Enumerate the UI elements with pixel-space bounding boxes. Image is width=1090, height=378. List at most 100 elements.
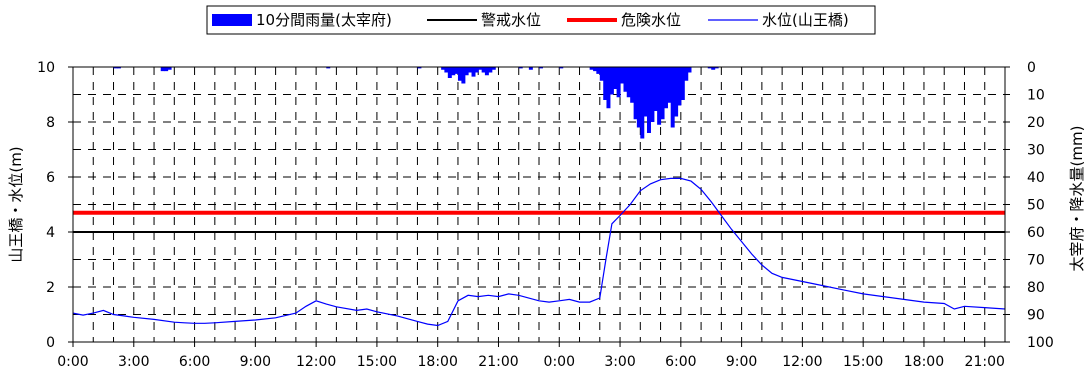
y-right-tick-label: 30 [1027, 143, 1045, 159]
rainfall-bar [468, 67, 473, 73]
y-right-axis-title: 太宰府・降水量(mm) [1068, 126, 1086, 272]
rainfall-bar [650, 67, 655, 122]
rainfall-bar [444, 67, 449, 73]
x-tick-label: 0:00 [544, 354, 575, 370]
legend-label-level: 水位(山王橋) [762, 11, 849, 29]
rainfall-bar [478, 67, 483, 70]
rainfall-bar [613, 67, 618, 89]
rainfall-bar [664, 67, 668, 109]
rainfall-bar [677, 67, 682, 106]
rainfall-bar [684, 67, 689, 81]
rainfall-bar [164, 67, 169, 72]
y-right-tick-label: 10 [1027, 88, 1045, 104]
rainfall-bar [687, 67, 692, 73]
rainfall-bar [461, 67, 466, 84]
rainfall-bar [596, 67, 601, 74]
rainfall-bar [559, 67, 564, 69]
rainfall-bar [454, 67, 459, 74]
rainfall-bar [667, 67, 672, 103]
x-tick-label: 3:00 [118, 354, 149, 370]
rainfall-bar [160, 67, 165, 72]
rainfall-bar [471, 67, 476, 77]
plot-area [72, 67, 1006, 342]
rainfall-bar [603, 67, 608, 100]
rainfall-bar [518, 67, 523, 69]
x-tick-label: 18:00 [904, 354, 944, 370]
x-tick-label: 21:00 [478, 354, 518, 370]
rainfall-bar [457, 67, 462, 81]
y-right-tick-label: 50 [1027, 198, 1045, 214]
x-tick-label: 15:00 [357, 354, 397, 370]
rainfall-bar [441, 67, 446, 70]
rainfall-bar [633, 67, 638, 120]
legend: 10分間雨量(太宰府) 警戒水位 危険水位 水位(山王橋) [206, 5, 876, 35]
x-tick-label: 0:00 [57, 354, 88, 370]
x-tick-label: 6:00 [179, 354, 210, 370]
rainfall-bar [326, 67, 331, 69]
rainfall-bar [707, 67, 712, 69]
water-level-line [72, 177, 1006, 327]
rainfall-bar [660, 67, 665, 120]
y-left-axis-title: 山王橋・水位(m) [7, 146, 25, 262]
y-right-tick-label: 100 [1027, 335, 1054, 351]
rainfall-bar [653, 67, 658, 111]
rainfall-bar [636, 67, 641, 128]
y-right-tick-label: 60 [1027, 225, 1045, 241]
rainfall-bar [674, 67, 679, 117]
rainfall-bar [646, 67, 651, 133]
x-tick-label: 3:00 [604, 354, 635, 370]
y-left-tick-label: 10 [37, 60, 55, 76]
legend-box [206, 5, 876, 35]
rainfall-bar [657, 67, 662, 125]
rainfall-bar [616, 67, 621, 98]
rainfall-bar [464, 67, 469, 76]
x-tick-label: 9:00 [240, 354, 271, 370]
legend-label-warn: 警戒水位 [481, 11, 541, 29]
x-tick-label: 12:00 [782, 354, 822, 370]
rainfall-bar [474, 67, 479, 73]
rainfall-bar [481, 67, 486, 73]
legend-label-danger: 危険水位 [621, 11, 681, 29]
rainfall-bar [623, 67, 628, 92]
rainfall-bar [711, 67, 716, 70]
x-tick-label: 21:00 [965, 354, 1005, 370]
y-left-tick-label: 4 [46, 225, 55, 241]
rainfall-bar [116, 67, 121, 69]
rainfall-bar [609, 67, 614, 95]
y-right-tick-label: 40 [1027, 170, 1045, 186]
x-tick-label: 15:00 [843, 354, 883, 370]
y-left-tick-label: 6 [46, 170, 55, 186]
rainfall-bar [113, 67, 118, 69]
rainfall-bar [599, 67, 604, 81]
rainfall-bar [670, 67, 675, 128]
x-tick-label: 18:00 [418, 354, 458, 370]
rainfall-bar [606, 67, 611, 109]
rainfall-bar [488, 67, 493, 73]
legend-swatch-rain [212, 14, 252, 26]
y-right-tick-label: 20 [1027, 115, 1045, 131]
x-tick-label: 12:00 [296, 354, 336, 370]
rainfall-bar [447, 67, 452, 78]
rainfall-bar [714, 67, 719, 69]
rainfall-bar [593, 67, 598, 72]
rainfall-bar [417, 67, 422, 69]
rainfall-bar [680, 67, 685, 100]
y-left-tick-label: 8 [46, 115, 55, 131]
rainfall-bar [620, 67, 625, 84]
y-right-tick-label: 0 [1027, 60, 1036, 76]
x-tick-label: 9:00 [726, 354, 757, 370]
rainfall-bar [484, 67, 489, 76]
y-left-tick-label: 2 [46, 280, 55, 296]
x-tick-label: 6:00 [665, 354, 696, 370]
rainfall-bar [491, 67, 496, 70]
rainfall-bar [630, 67, 635, 103]
rainfall-bar [167, 67, 172, 70]
rainfall-bar [643, 67, 648, 117]
y-right-tick-label: 70 [1027, 253, 1045, 269]
rainfall-bar [539, 67, 543, 69]
y-right-tick-label: 80 [1027, 280, 1045, 296]
rainfall-bar [528, 67, 533, 70]
y-right-tick-label: 90 [1027, 308, 1045, 324]
